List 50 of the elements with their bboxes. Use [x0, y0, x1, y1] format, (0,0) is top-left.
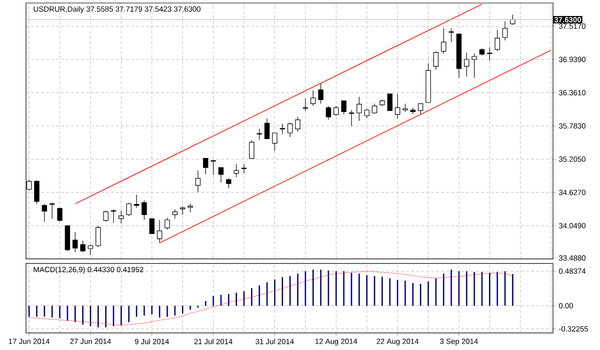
- candlestick: [34, 180, 40, 205]
- candlestick: [249, 140, 254, 159]
- candlestick: [103, 210, 108, 222]
- candlestick: [234, 164, 239, 178]
- candlestick: [295, 116, 300, 132]
- candlestick: [256, 128, 262, 140]
- candlestick: [387, 94, 392, 112]
- candlestick: [226, 178, 232, 189]
- candlestick: [394, 94, 400, 119]
- candlestick: [364, 108, 370, 118]
- candlestick: [149, 218, 155, 234]
- candlestick: [272, 132, 278, 152]
- candlestick: [341, 100, 346, 115]
- candlestick: [287, 122, 293, 138]
- candlestick: [195, 170, 201, 193]
- candlestick: [372, 103, 378, 114]
- candlestick: [310, 90, 316, 106]
- candlestick: [142, 200, 147, 220]
- candlestick: [118, 210, 124, 224]
- candlestick: [80, 240, 86, 252]
- candlestick: [203, 158, 208, 175]
- candlestick: [164, 217, 170, 230]
- candlestick: [494, 30, 500, 52]
- candlestick: [334, 106, 339, 116]
- candlestick: [72, 232, 78, 252]
- candlestick: [280, 124, 286, 134]
- candlestick: [441, 28, 446, 54]
- candlestick: [418, 103, 424, 114]
- candlestick: [433, 51, 439, 70]
- candlestick: [448, 28, 454, 42]
- candlestick: [318, 83, 324, 104]
- candlestick: [502, 21, 508, 41]
- candlestick: [264, 118, 270, 140]
- candlestick: [487, 46, 492, 61]
- candlestick: [96, 226, 101, 248]
- candlestick: [348, 110, 354, 126]
- candlestick: [88, 244, 94, 256]
- candlestick: [356, 96, 362, 122]
- candlestick: [464, 52, 470, 77]
- candlestick: [134, 194, 140, 208]
- candlestick: [472, 53, 477, 78]
- candlestick: [210, 160, 216, 176]
- candlestick: [510, 14, 516, 26]
- candlestick: [156, 220, 162, 244]
- candlestick: [172, 209, 178, 220]
- candlestick: [57, 207, 62, 222]
- candlestick: [326, 106, 332, 120]
- candlestick: [126, 202, 132, 216]
- candlestick: [42, 203, 48, 222]
- candlestick: [218, 167, 224, 183]
